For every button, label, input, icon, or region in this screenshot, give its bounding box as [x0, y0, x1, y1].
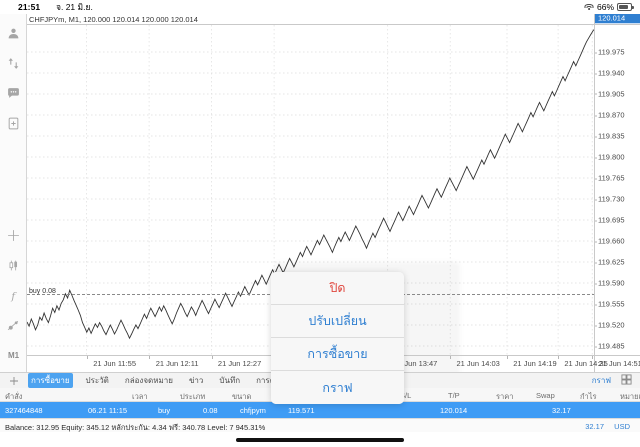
price-line	[27, 28, 595, 340]
battery-percent-label: 66%	[596, 2, 614, 12]
column-header-0: คำสั่ง	[5, 392, 23, 401]
tabbar-right-cluster: กราฟ	[592, 372, 632, 390]
account-summary-bar: Balance: 312.95 Equity: 345.12 หลักประกั…	[0, 418, 640, 432]
x-axis-tick-label: 21 Jun 14:51	[598, 359, 640, 368]
wifi-icon	[584, 3, 594, 11]
candlestick-icon[interactable]	[0, 250, 27, 280]
context-menu[interactable]: ปิด ปรับเปลี่ยน การซื้อขาย กราฟ	[271, 272, 404, 404]
context-menu-item-3[interactable]: กราฟ	[271, 371, 404, 404]
x-axis-tick	[149, 356, 151, 359]
document-add-icon[interactable]	[0, 108, 27, 138]
status-right-cluster: 66%	[584, 2, 634, 12]
y-axis-tick-label: 119.485	[595, 341, 625, 351]
tab-2[interactable]: กล่องจดหมาย	[124, 376, 173, 385]
ios-status-bar: 21:51 จ. 21 มิ.ย. 66%	[0, 0, 640, 14]
column-header-1: เวลา	[132, 392, 148, 401]
x-axis-tick	[558, 356, 560, 359]
buy-level-label: buy 0.08	[29, 288, 56, 296]
y-axis-tick-label: 119.520	[595, 320, 625, 330]
tab-graph-label[interactable]: กราฟ	[591, 376, 611, 385]
status-date: จ. 21 มิ.ย.	[56, 2, 93, 12]
y-axis-tick-label: 119.800	[595, 152, 625, 162]
plus-icon[interactable]	[0, 375, 28, 387]
y-axis-labels: 119.975 119.940 119.905 119.870 119.835 119.8…	[595, 25, 640, 355]
y-axis-tick-label: 119.765	[595, 173, 625, 183]
summary-currency: USD	[614, 422, 630, 431]
svg-text:f: f	[10, 290, 17, 302]
x-axis-tick-label: 21 Jun 14:19	[513, 359, 557, 368]
cell-ประเภท: buy	[158, 406, 171, 415]
x-axis-tick	[86, 356, 88, 359]
y-axis-line	[594, 14, 595, 372]
chart-top-divider	[27, 24, 640, 25]
current-price-badge: 120.014	[595, 14, 640, 24]
tab-3[interactable]: ข่าว	[188, 376, 204, 385]
column-header-10: กำไร	[580, 392, 597, 401]
timeframe-button[interactable]: M1	[0, 340, 27, 370]
cell-เวลา: 06.21 11:15	[88, 406, 128, 415]
objects-icon[interactable]	[0, 310, 27, 340]
x-axis-tick-label: 21 Jun 14:03	[456, 359, 500, 368]
column-header-9: Swap	[536, 391, 555, 400]
tab-4[interactable]: บันทึก	[219, 376, 241, 385]
y-axis-tick-label: 119.695	[595, 215, 625, 225]
table-row[interactable]: 327464848 06.21 11:15 buy 0.08 chfjpym 119.57…	[0, 402, 640, 418]
crosshair-icon[interactable]	[0, 220, 27, 250]
x-axis-tick-label: 21 Jun 11:55	[93, 359, 137, 368]
cell-สัญลักษณ์: chfjpym	[240, 406, 266, 415]
chat-bubble-icon[interactable]	[0, 78, 27, 108]
y-axis-tick-label: 119.870	[595, 110, 625, 120]
trade-arrows-icon[interactable]	[0, 48, 27, 78]
y-axis-tick-label: 119.730	[595, 194, 625, 204]
y-axis-tick-label: 119.835	[595, 131, 625, 141]
tab-0[interactable]: การซื้อขาย	[28, 373, 73, 388]
rail-top-group	[0, 18, 27, 138]
x-axis-tick	[506, 356, 508, 359]
y-axis-tick-label: 119.940	[595, 68, 625, 78]
column-header-8: ราคา	[496, 392, 514, 401]
column-header-6: S/L	[400, 391, 412, 400]
column-header-7: T/P	[448, 391, 460, 400]
battery-icon	[617, 3, 634, 11]
x-axis-tick	[450, 356, 452, 359]
x-axis-tick-label: 21 Jun 13:47	[393, 359, 438, 368]
y-axis-tick-label: 119.625	[595, 257, 625, 267]
account-person-icon[interactable]	[0, 18, 27, 48]
timeframe-label: M1	[7, 350, 20, 360]
context-menu-item-2[interactable]: การซื้อขาย	[271, 338, 404, 371]
context-menu-item-0[interactable]: ปิด	[271, 272, 404, 305]
left-tool-rail: f M1	[0, 14, 27, 372]
rail-bottom-group: f M1	[0, 220, 27, 370]
status-time: 21:51	[18, 2, 41, 12]
x-axis-tick	[592, 356, 594, 359]
cell-คำสั่ง: 327464848	[5, 406, 43, 415]
cell-ราคา: 120.014	[440, 406, 468, 415]
y-axis-tick-label: 119.555	[595, 299, 625, 309]
x-axis-tick	[211, 356, 213, 359]
chart-title: CHFJPYm, M1, 120.000 120.014 120.000 120…	[29, 15, 198, 24]
home-indicator[interactable]	[236, 438, 404, 442]
column-header-3: ขนาด	[232, 392, 252, 401]
function-f-icon[interactable]: f	[0, 280, 27, 310]
cell-ขนาด: 0.08	[203, 406, 218, 415]
account-summary-text: Balance: 312.95 Equity: 345.12 หลักประกั…	[5, 423, 266, 432]
x-axis-tick-label: 21 Jun 14:35	[564, 359, 608, 368]
y-axis-tick-label: 119.975	[595, 47, 625, 57]
y-axis-tick-label: 119.660	[595, 236, 625, 246]
y-axis-tick-label: 119.590	[595, 278, 625, 288]
x-axis-tick-label: 21 Jun 12:27	[217, 359, 262, 368]
summary-profit: 32.17	[585, 422, 604, 431]
column-header-2: ประเภท	[180, 392, 206, 401]
tab-list: การซื้อขายประวัติกล่องจดหมายข่าวบันทึกกา…	[28, 373, 292, 388]
cell-กำไร: 32.17	[552, 406, 571, 415]
cell-ราคา: 119.571	[288, 406, 315, 415]
tab-1[interactable]: ประวัติ	[85, 376, 109, 385]
context-menu-item-1[interactable]: ปรับเปลี่ยน	[271, 305, 404, 338]
grid-layout-icon[interactable]	[621, 372, 632, 390]
column-header-11: หมายเหตุ	[620, 392, 640, 401]
x-axis-tick-label: 21 Jun 12:11	[155, 359, 199, 368]
y-axis-tick-label: 119.905	[595, 89, 625, 99]
